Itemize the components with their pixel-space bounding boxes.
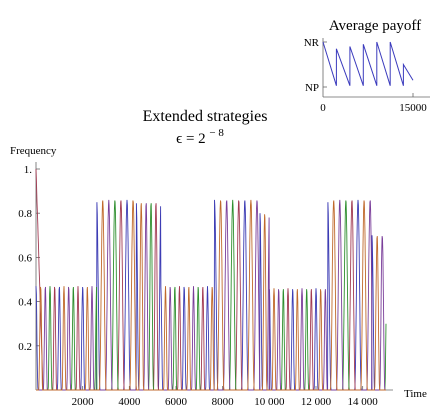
inset-title: Average payoff	[329, 18, 421, 34]
frequency-series-line	[36, 199, 386, 391]
y-tick-label: 0.4	[18, 297, 32, 309]
x-ticks: 2000 4000 6000 8000 10 000 12 000 14 000	[72, 386, 379, 408]
x-tick-label: 12 000	[301, 396, 332, 408]
series-lines	[35, 168, 387, 391]
y-axis-title: Frequency	[10, 145, 57, 157]
x-axis-title: Time	[404, 388, 427, 400]
epsilon-base: ϵ = 2	[176, 131, 206, 147]
main-title: Extended strategies	[143, 108, 268, 125]
x-tick-label: 2000	[72, 396, 95, 408]
y-tick-label: 0.2	[18, 341, 32, 353]
x-tick-label: 14 000	[348, 396, 379, 408]
inset-chart: Average payoff NR NP 0 15000	[304, 18, 430, 114]
y-tick-label: 0.8	[18, 208, 32, 220]
x-tick-label: 10 000	[254, 396, 285, 408]
inset-y-tick-label-nr: NR	[304, 37, 320, 49]
epsilon-label: ϵ = 2 − 8	[176, 127, 224, 147]
x-tick-label: 8000	[212, 396, 235, 408]
inset-x-tick-label-15000: 15000	[399, 102, 427, 114]
y-tick-label: 1.	[24, 164, 33, 176]
y-tick-label: 0.6	[18, 252, 32, 264]
inset-y-tick-label-np: NP	[305, 82, 319, 94]
main-chart: Extended strategies ϵ = 2 − 8 Frequency …	[10, 108, 427, 408]
x-tick-label: 6000	[165, 396, 188, 408]
inset-payoff-line	[322, 41, 414, 86]
x-tick-label: 4000	[118, 396, 141, 408]
inset-x-tick-label-0: 0	[320, 102, 326, 114]
y-ticks: 0.2 0.4 0.6 0.8 1.	[18, 164, 40, 353]
epsilon-exponent: − 8	[209, 127, 224, 139]
